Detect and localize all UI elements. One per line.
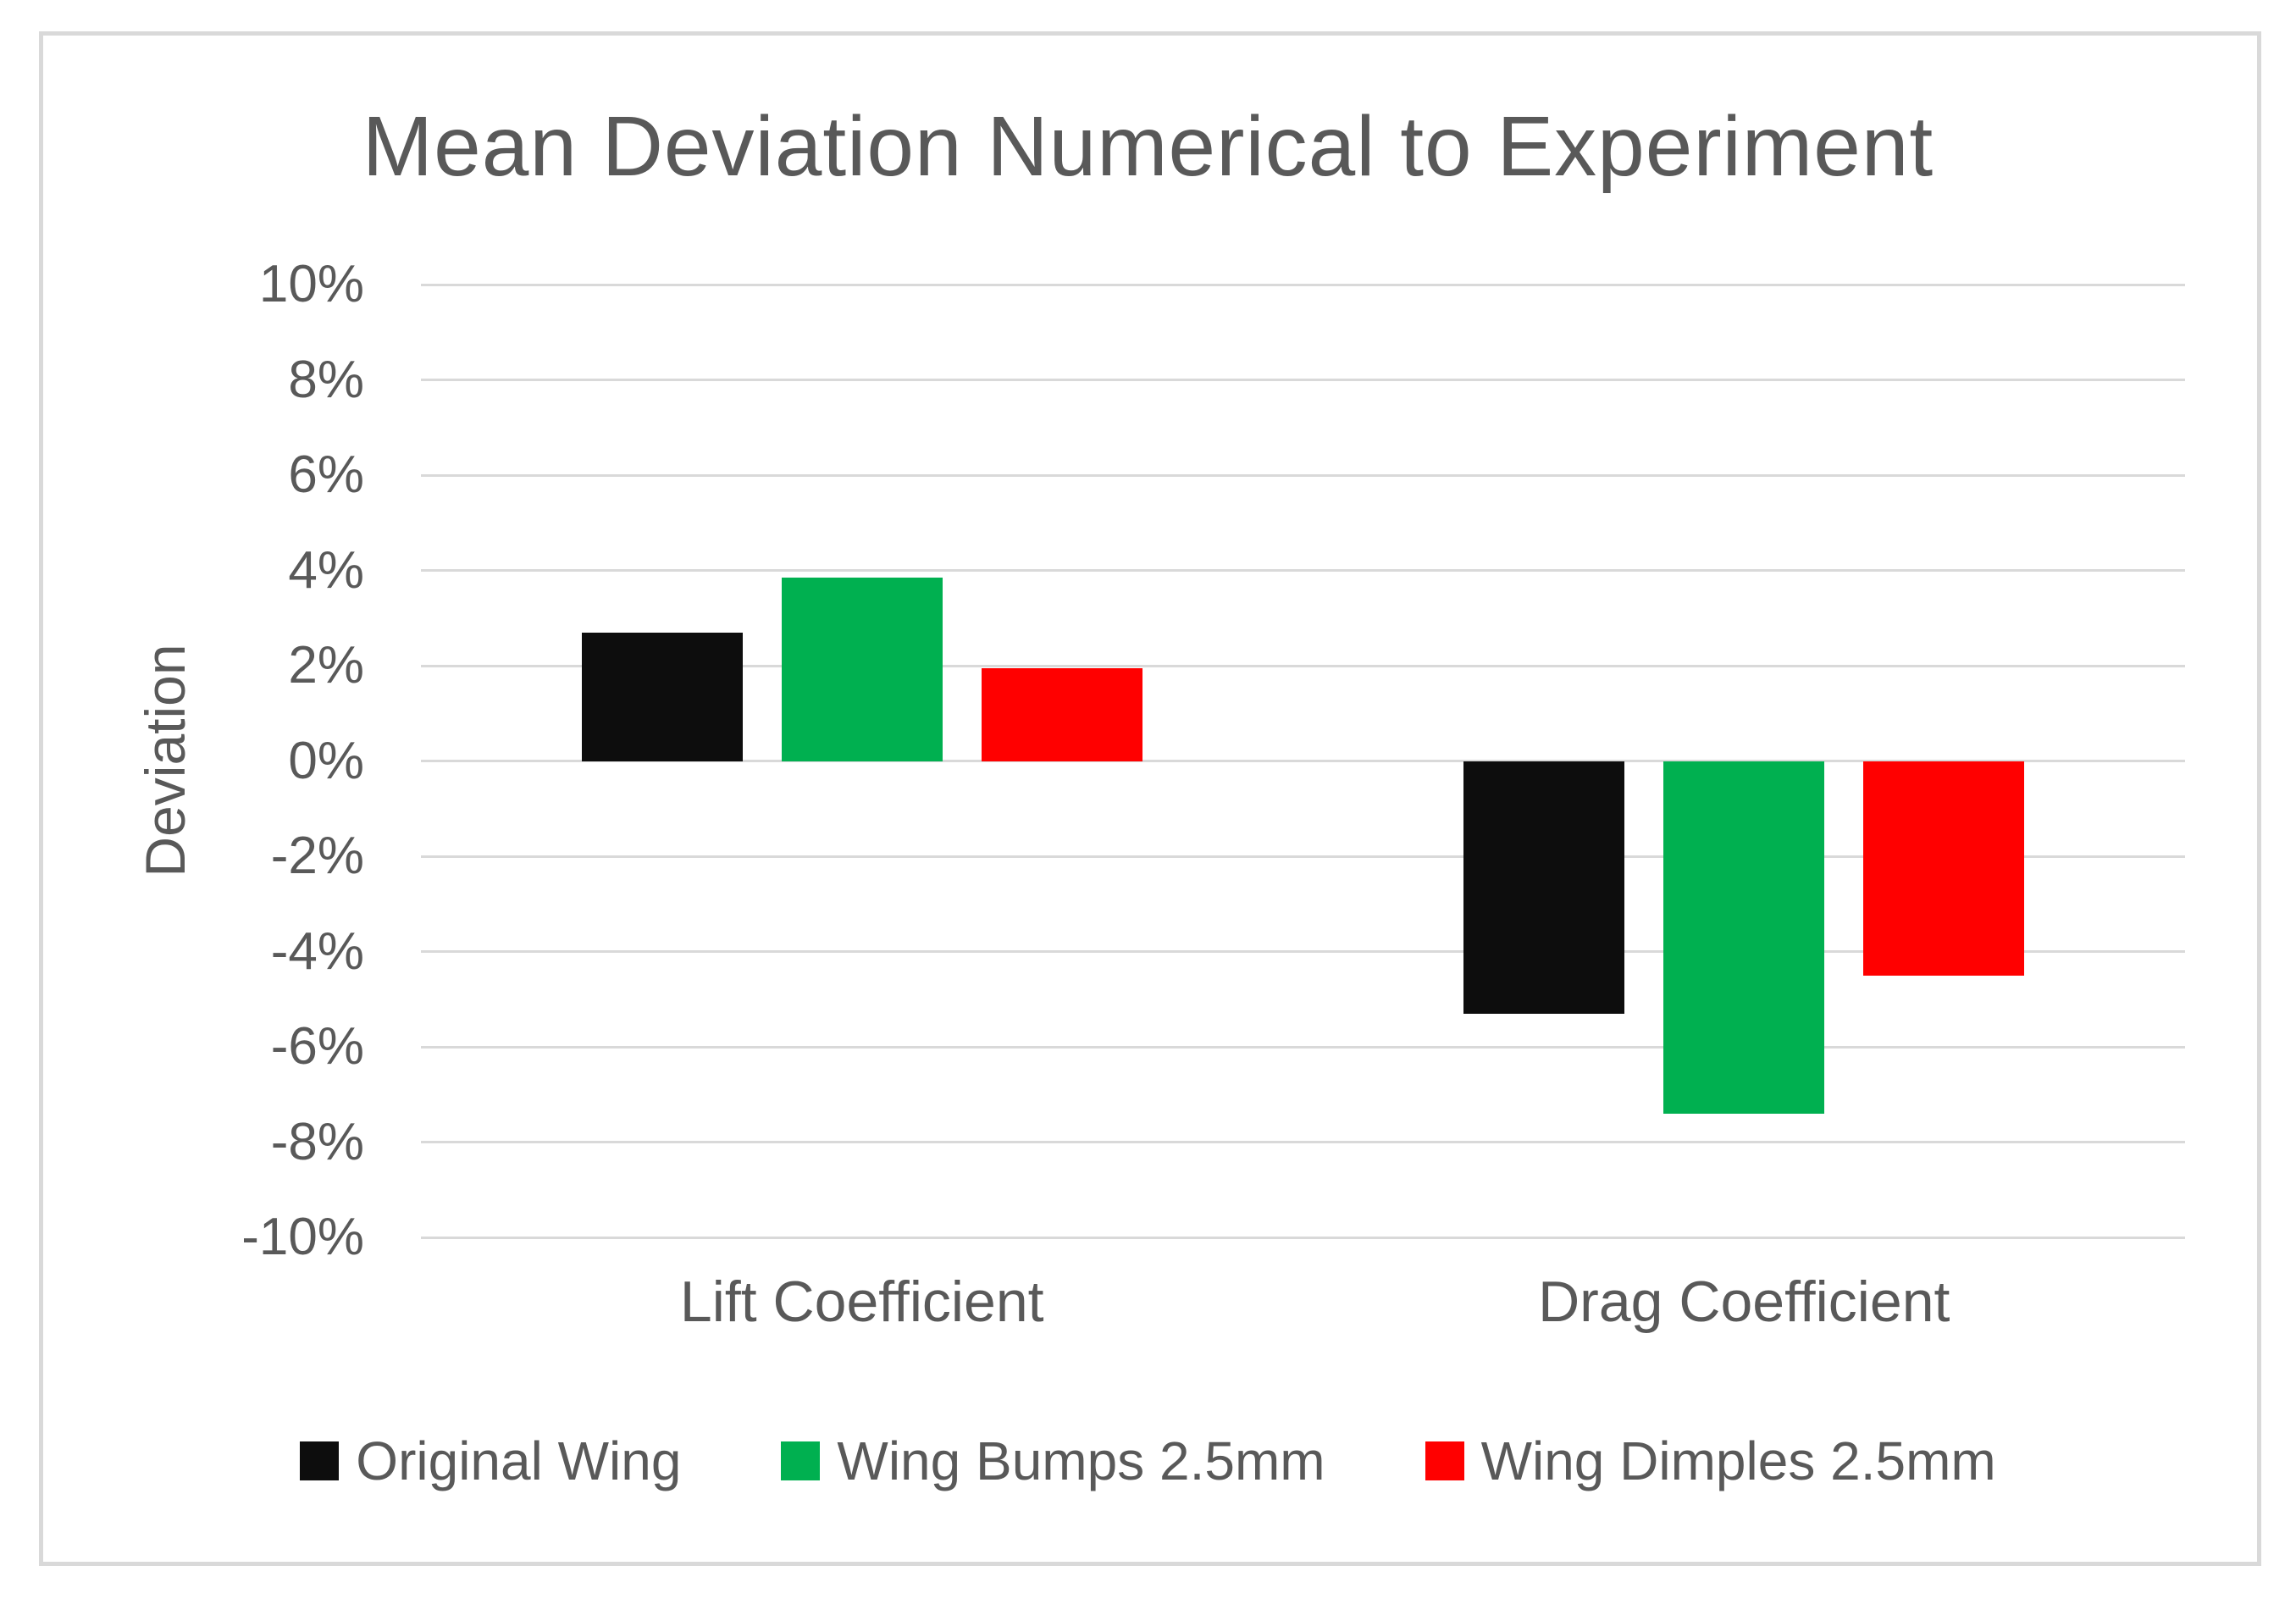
- y-tick-label: -4%: [270, 921, 364, 981]
- gridline-10%: [421, 283, 2185, 286]
- category-label-lift-coefficient: Lift Coefficient: [679, 1270, 1044, 1334]
- gridline--4%: [421, 950, 2185, 953]
- legend-item-wing-dimples-2-5mm: Wing Dimples 2.5mm: [1425, 1430, 1996, 1492]
- gridline-6%: [421, 473, 2185, 477]
- gridline--10%: [421, 1236, 2185, 1239]
- legend-item-wing-bumps-2-5mm: Wing Bumps 2.5mm: [781, 1430, 1325, 1492]
- legend-label: Original Wing: [356, 1430, 682, 1491]
- y-tick-label: -10%: [241, 1208, 364, 1266]
- y-tick-label: 0%: [288, 731, 364, 790]
- bar-original-wing-lift-coefficient: [581, 632, 743, 761]
- legend-swatch-wing-dimples-2-5mm: [1425, 1441, 1464, 1480]
- category-label-drag-coefficient: Drag Coefficient: [1538, 1270, 1950, 1334]
- legend-item-original-wing: Original Wing: [300, 1430, 681, 1492]
- y-tick-label: 2%: [288, 636, 364, 694]
- plot-area: [421, 283, 2185, 1239]
- y-tick-label: -6%: [270, 1017, 364, 1076]
- bar-wing-dimples-2-5mm-lift-coefficient: [981, 667, 1142, 761]
- y-axis-tick-labels: 10% 8% 6% 4% 2% 0% -2% -4% -6% -8% -10%: [0, 255, 364, 1266]
- gridline-8%: [421, 379, 2185, 381]
- y-tick-label: -8%: [270, 1112, 364, 1171]
- bar-wing-bumps-2-5mm-drag-coefficient: [1663, 761, 1825, 1114]
- gridline--2%: [421, 855, 2185, 858]
- legend-label: Wing Dimples 2.5mm: [1480, 1430, 1996, 1491]
- gridline--6%: [421, 1045, 2185, 1048]
- chart-title: Mean Deviation Numerical to Experiment: [362, 99, 1934, 194]
- y-tick-label: 8%: [288, 350, 364, 409]
- y-tick-label: -2%: [270, 827, 364, 885]
- legend-swatch-original-wing: [300, 1441, 340, 1480]
- bar-wing-dimples-2-5mm-drag-coefficient: [1863, 761, 2025, 976]
- gridline-0%: [421, 760, 2185, 762]
- legend-label: Wing Bumps 2.5mm: [837, 1430, 1325, 1491]
- y-tick-label: 4%: [288, 540, 364, 600]
- gridline-4%: [421, 569, 2185, 572]
- y-tick-label: 6%: [288, 445, 364, 504]
- legend-swatch-wing-bumps-2-5mm: [781, 1441, 821, 1480]
- gridline--8%: [421, 1141, 2185, 1143]
- gridline-2%: [421, 664, 2185, 667]
- bar-wing-bumps-2-5mm-lift-coefficient: [781, 577, 943, 761]
- bar-original-wing-drag-coefficient: [1463, 761, 1625, 1014]
- y-tick-label: 10%: [258, 255, 364, 313]
- legend: Original Wing Wing Bumps 2.5mm Wing Dimple…: [0, 1430, 2296, 1492]
